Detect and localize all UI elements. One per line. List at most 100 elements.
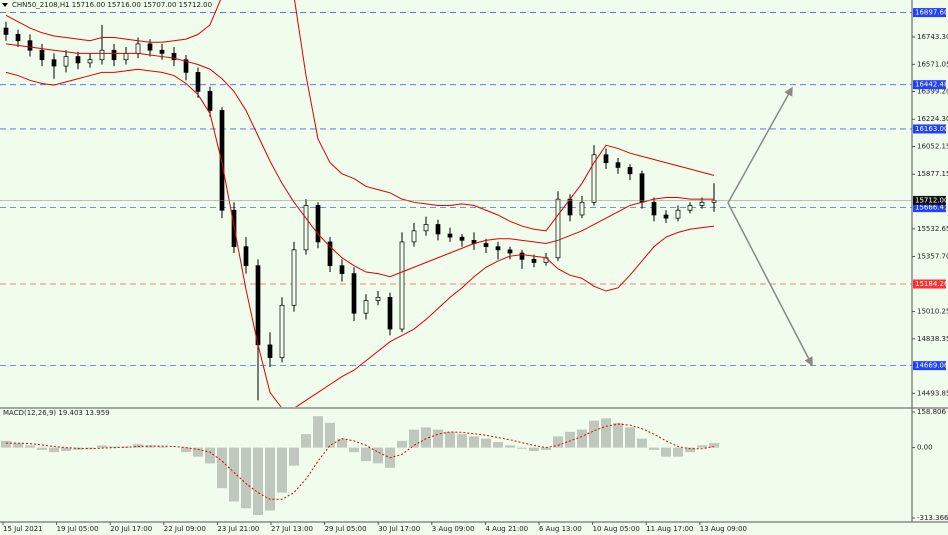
y-tick-label: 15357.70 xyxy=(917,253,948,261)
level-label-box xyxy=(913,124,946,134)
y-tick-label: 14838.35 xyxy=(917,335,948,343)
current-price-label: 15712.00 xyxy=(915,196,948,204)
candle-body xyxy=(63,56,69,67)
candle-body xyxy=(159,49,165,54)
candle-body xyxy=(219,110,225,211)
y-tick-label: 15010.25 xyxy=(917,308,948,316)
chart-title: CHN50_2108,H1 15716.00 15716.00 15707.00… xyxy=(12,1,212,9)
candle-body xyxy=(123,53,129,61)
candle-body xyxy=(363,300,369,314)
x-tick-label: 22 Jul 09:00 xyxy=(164,525,206,533)
x-tick-label: 15 Jul 2021 xyxy=(3,525,43,533)
price-pane xyxy=(0,0,912,407)
candle-body xyxy=(711,200,717,203)
x-tick-label: 23 Jul 21:00 xyxy=(217,525,259,533)
candle-body xyxy=(579,201,585,216)
candle-body xyxy=(519,252,525,260)
candle-body xyxy=(87,59,93,64)
y-tick-label: 16743.30 xyxy=(917,33,948,41)
candle-body xyxy=(435,224,441,235)
candle-body xyxy=(3,27,9,35)
candle-body xyxy=(399,241,405,330)
candle-body xyxy=(243,246,249,267)
y-tick-label: 16224.30 xyxy=(917,115,948,123)
projection-arrow xyxy=(727,86,793,204)
candle-body xyxy=(375,297,381,301)
title-icon xyxy=(2,3,8,7)
y-tick-label: 16052.15 xyxy=(917,143,948,151)
y-tick-label: 14493.85 xyxy=(917,389,948,397)
x-tick-label: 10 Aug 05:00 xyxy=(593,525,640,533)
candle-body xyxy=(351,273,357,314)
candle-body xyxy=(171,53,177,61)
current-price-box xyxy=(913,195,946,205)
candle-body xyxy=(675,209,681,219)
candle-body xyxy=(615,162,621,168)
overlay xyxy=(727,86,813,367)
level-label: 15666.41 xyxy=(915,204,948,212)
candle-body xyxy=(75,56,81,64)
x-tick-label: 6 Aug 13:00 xyxy=(539,525,582,533)
candle-body xyxy=(507,249,513,254)
candle-body xyxy=(291,249,297,306)
y-tick-label: 16571.05 xyxy=(917,60,948,68)
candle-body xyxy=(663,214,669,219)
y-tick-label: 0.00 xyxy=(917,444,933,452)
macd-pane xyxy=(1,416,719,516)
candle-body xyxy=(423,224,429,232)
x-tick-label: 11 Aug 17:00 xyxy=(646,525,693,533)
candle-body xyxy=(531,258,537,263)
candle-body xyxy=(603,154,609,164)
level-label-box xyxy=(913,80,946,90)
level-label-box xyxy=(913,361,946,371)
candle-body xyxy=(147,43,153,51)
x-tick-label: 13 Aug 09:00 xyxy=(700,525,747,533)
candle-body xyxy=(255,265,261,346)
candle-body xyxy=(651,201,657,216)
level-label-box xyxy=(913,279,946,289)
y-tick-label: 158.806 xyxy=(917,408,946,416)
level-label: 15184.26 xyxy=(915,280,948,288)
candle-body xyxy=(207,91,213,111)
level-label: 14669.06 xyxy=(915,362,948,370)
candle-body xyxy=(339,265,345,274)
candle-body xyxy=(627,167,633,175)
candle-body xyxy=(51,59,57,67)
candle-body xyxy=(687,205,693,211)
y-tick-label: 16399.20 xyxy=(917,88,948,96)
candle-body xyxy=(495,246,501,251)
candle-body xyxy=(411,230,417,243)
bollinger-band xyxy=(5,43,714,278)
candle-body xyxy=(303,205,309,251)
x-tick-label: 30 Jul 17:00 xyxy=(378,525,420,533)
macd-title: MACD(12,26,9) 19.403 13.959 xyxy=(3,409,110,417)
macd-signal xyxy=(6,423,715,500)
candle-body xyxy=(27,40,33,51)
candle-body xyxy=(315,205,321,243)
x-tick-label: 19 Jul 05:00 xyxy=(57,525,99,533)
x-tick-label: 29 Jul 05:00 xyxy=(325,525,367,533)
candle-body xyxy=(135,43,141,54)
candle-body xyxy=(195,72,201,92)
x-tick-label: 20 Jul 17:00 xyxy=(110,525,152,533)
bollinger-band xyxy=(5,68,715,407)
bollinger-band xyxy=(5,0,715,232)
y-tick-label: 15877.15 xyxy=(917,170,948,178)
candle-body xyxy=(279,304,285,358)
x-tick-label: 27 Jul 13:00 xyxy=(271,525,313,533)
candle-body xyxy=(15,34,21,42)
candle-body xyxy=(483,243,489,248)
projection-arrow xyxy=(727,202,813,367)
x-tick-label: 4 Aug 21:00 xyxy=(485,525,528,533)
candle-body xyxy=(639,173,645,203)
level-label-box xyxy=(913,8,946,18)
candle-body xyxy=(111,49,117,61)
candle-body xyxy=(183,59,189,73)
candle-body xyxy=(267,344,273,358)
candle-body xyxy=(699,201,705,206)
level-label: 16163.00 xyxy=(915,125,948,133)
y-tick-label: 15532.65 xyxy=(917,225,948,233)
level-label: 16897.60 xyxy=(915,9,948,17)
